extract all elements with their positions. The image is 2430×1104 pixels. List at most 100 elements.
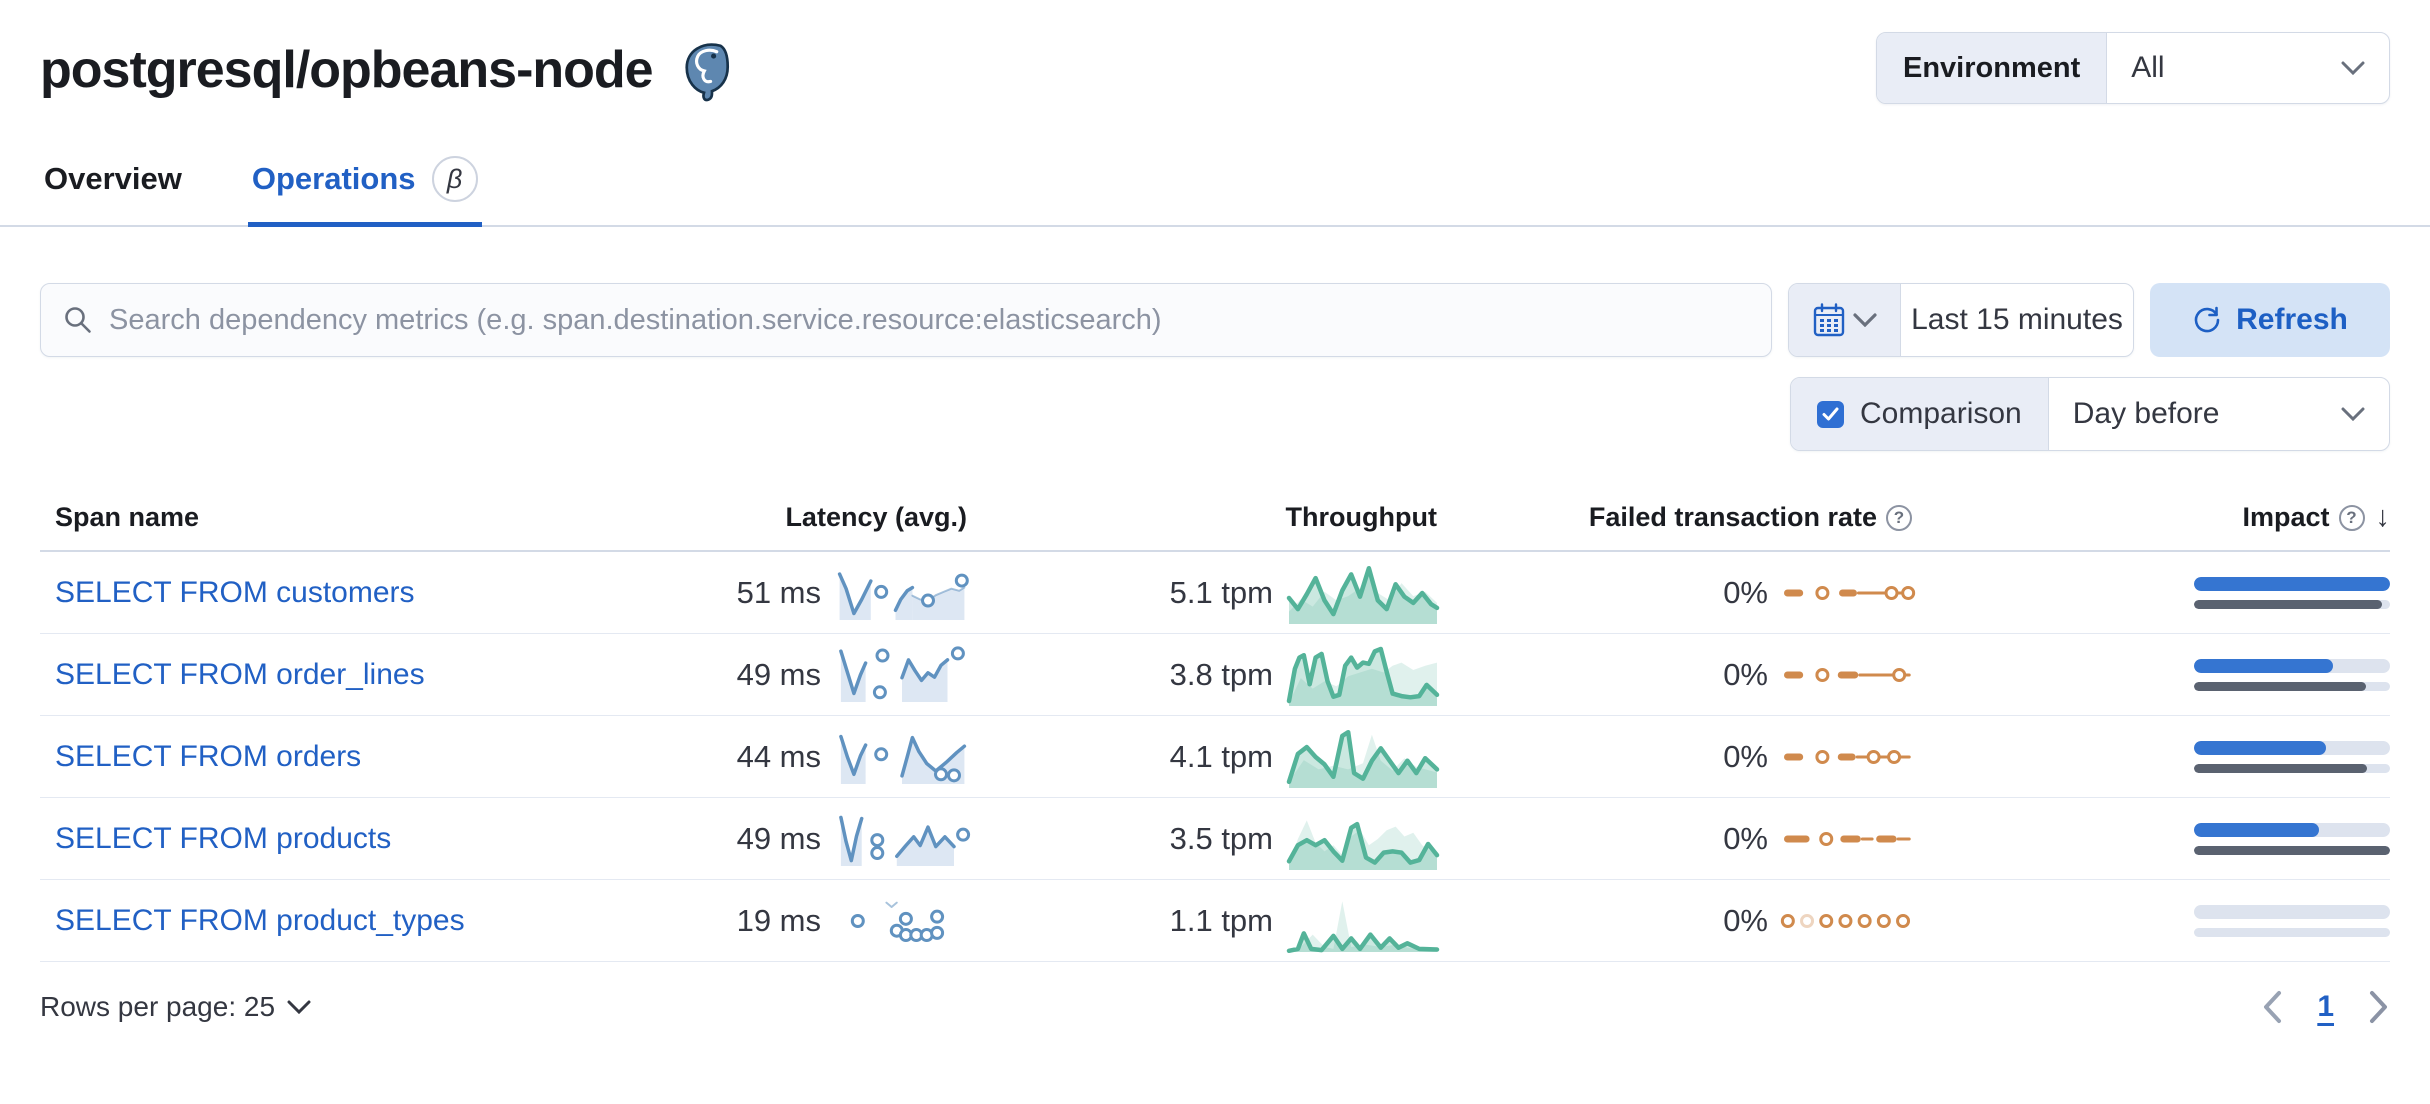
page-number[interactable]: 1 <box>2317 990 2334 1023</box>
column-header-span-name-label: Span name <box>55 502 200 532</box>
tab-operations-label: Operations <box>251 161 416 196</box>
comparison-checkbox[interactable] <box>1817 400 1844 428</box>
sort-descending-icon: ↓ <box>2375 501 2391 533</box>
page-title: postgresql/opbeans-node <box>40 41 654 99</box>
rows-per-page-label: Rows per page: 25 <box>40 991 276 1022</box>
page-header: postgresql/opbeans-node <box>40 0 2390 110</box>
column-header-failed-rate[interactable]: Failed transaction rate ? <box>1437 502 1912 533</box>
next-page-icon[interactable] <box>2368 990 2390 1024</box>
failed-rate-sparkline <box>1784 831 1911 846</box>
impact-bar-current <box>2194 740 2327 755</box>
chevron-down-icon <box>287 1000 311 1014</box>
impact-chart <box>2194 576 2390 609</box>
latency-value: 44 ms <box>736 738 821 774</box>
tab-overview-label: Overview <box>44 161 182 196</box>
rows-per-page-button[interactable]: Rows per page: 25 <box>40 991 311 1023</box>
tab-operations[interactable]: Operations β <box>247 144 482 227</box>
search-box <box>40 283 1772 357</box>
impact-bar-previous <box>2194 681 2367 691</box>
impact-track <box>2194 822 2390 837</box>
latency-sparkline <box>839 645 965 702</box>
impact-track <box>2194 904 2390 919</box>
failed-rate-sparkline <box>1784 749 1911 764</box>
throughput-sparkline <box>1286 565 1440 624</box>
time-range-button[interactable]: Last 15 minutes <box>1911 303 2123 336</box>
environment-select[interactable]: Environment All <box>1876 32 2390 104</box>
impact-chart <box>2194 822 2390 855</box>
check-icon <box>1822 407 1839 421</box>
environment-select-value[interactable]: All <box>2131 51 2165 84</box>
tab-bar: Overview Operations β <box>0 144 2430 227</box>
help-icon: ? <box>1886 504 1912 531</box>
throughput-value: 3.8 tpm <box>1169 656 1273 692</box>
operations-table: Span name Latency (avg.) Throughput Fail… <box>40 501 2390 962</box>
span-name-link[interactable]: SELECT FROM orders <box>55 739 362 773</box>
failed-rate-value: 0% <box>1723 574 1768 610</box>
impact-track <box>2194 576 2390 591</box>
throughput-value: 5.1 tpm <box>1169 574 1273 610</box>
throughput-sparkline <box>1286 646 1440 706</box>
beta-badge: β <box>431 156 478 202</box>
latency-sparkline <box>837 571 969 620</box>
postgresql-logo-icon <box>685 43 729 102</box>
impact-track <box>2194 658 2390 673</box>
throughput-sparkline <box>1286 819 1440 870</box>
table-row: SELECT FROM customers 51 ms 5.1 tpm 0% <box>40 552 2390 634</box>
chevron-down-icon <box>2341 61 2365 75</box>
impact-bar-previous <box>2194 763 2368 773</box>
failed-rate-sparkline <box>1784 585 1916 600</box>
column-header-failed-rate-label: Failed transaction rate <box>1588 502 1877 532</box>
search-icon <box>65 307 91 333</box>
latency-value: 51 ms <box>736 574 821 610</box>
impact-bar-current <box>2194 822 2320 837</box>
date-quick-select-button[interactable] <box>1789 284 1901 356</box>
previous-page-icon[interactable] <box>2261 990 2283 1024</box>
environment-select-label: Environment <box>1877 33 2108 103</box>
table-row: SELECT FROM product_types 19 ms 1.1 tpm … <box>40 880 2390 962</box>
pagination: 1 <box>2261 990 2390 1024</box>
failed-rate-sparkline <box>1784 667 1911 682</box>
latency-value: 49 ms <box>736 656 821 692</box>
failed-rate-value: 0% <box>1723 738 1768 774</box>
column-header-throughput[interactable]: Throughput <box>967 502 1437 533</box>
failed-rate-value: 0% <box>1723 656 1768 692</box>
impact-track <box>2194 681 2390 691</box>
span-name-link[interactable]: SELECT FROM products <box>55 821 392 855</box>
tab-overview[interactable]: Overview <box>40 144 186 227</box>
impact-chart <box>2194 658 2390 691</box>
table-row: SELECT FROM orders 44 ms 4.1 tpm 0% <box>40 716 2390 798</box>
throughput-value: 4.1 tpm <box>1169 738 1273 774</box>
search-input[interactable] <box>109 303 1749 337</box>
comparison-select[interactable]: Day before <box>2072 397 2220 430</box>
impact-track <box>2194 599 2390 609</box>
latency-value: 49 ms <box>736 820 821 856</box>
comparison-control: Comparison Day before <box>1790 377 2390 451</box>
column-header-span-name[interactable]: Span name <box>40 502 627 533</box>
impact-track <box>2194 845 2390 855</box>
failed-rate-value: 0% <box>1723 820 1768 856</box>
table-row: SELECT FROM products 49 ms 3.5 tpm 0% <box>40 798 2390 880</box>
impact-chart <box>2194 740 2390 773</box>
calendar-icon <box>1813 303 1844 337</box>
span-name-link[interactable]: SELECT FROM product_types <box>55 903 465 937</box>
column-header-impact-label: Impact <box>2242 502 2330 532</box>
latency-sparkline <box>850 901 945 942</box>
refresh-icon <box>2194 306 2220 333</box>
throughput-value: 1.1 tpm <box>1169 902 1273 938</box>
throughput-sparkline <box>1286 729 1440 788</box>
chevron-down-icon <box>1852 313 1877 327</box>
refresh-button[interactable]: Refresh <box>2150 283 2390 357</box>
comparison-label: Comparison <box>1860 397 2022 430</box>
chevron-down-icon <box>2341 407 2365 421</box>
span-name-link[interactable]: SELECT FROM customers <box>55 575 415 609</box>
span-name-link[interactable]: SELECT FROM order_lines <box>55 657 425 691</box>
table-row: SELECT FROM order_lines 49 ms 3.8 tpm 0% <box>40 634 2390 716</box>
column-header-latency[interactable]: Latency (avg.) <box>627 502 967 533</box>
latency-sparkline <box>839 734 967 784</box>
column-header-impact[interactable]: Impact ? ↓ <box>1912 501 2390 534</box>
impact-bar-previous <box>2194 599 2383 609</box>
latency-value: 19 ms <box>736 902 821 938</box>
table-footer: Rows per page: 25 1 <box>40 990 2390 1024</box>
impact-track <box>2194 740 2390 755</box>
impact-bar-previous <box>2194 845 2390 855</box>
